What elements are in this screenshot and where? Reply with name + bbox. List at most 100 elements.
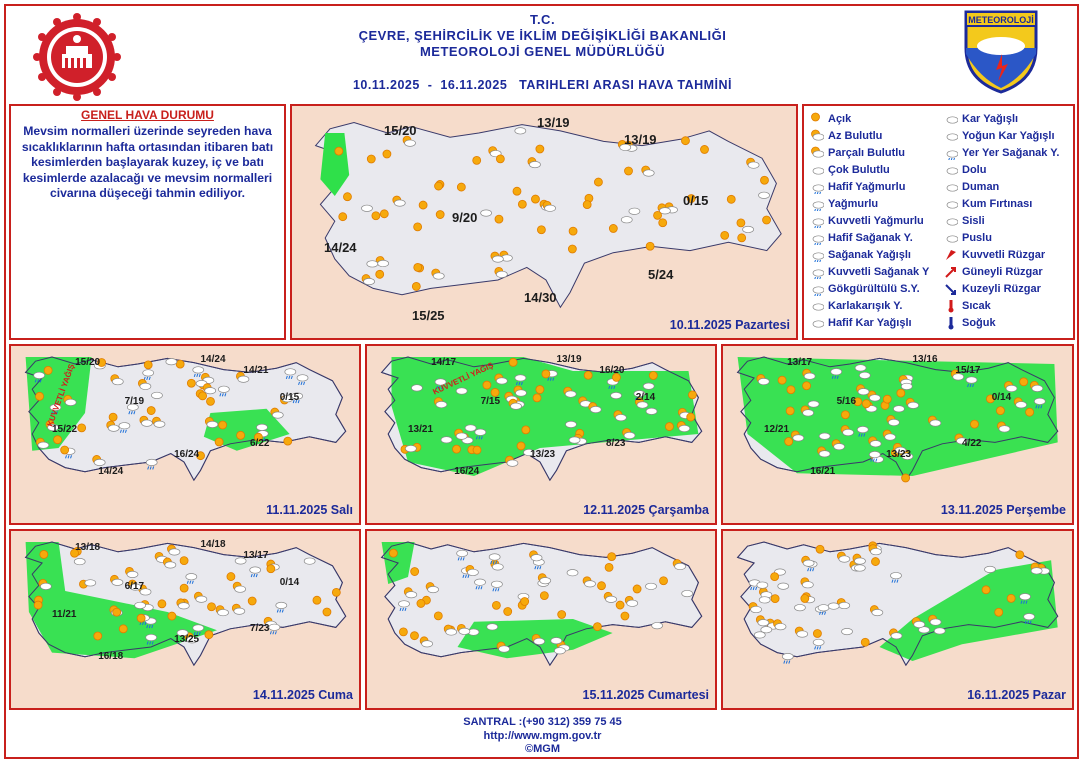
main-temp-5: 0/15: [683, 193, 709, 208]
weather-icon: [322, 607, 332, 617]
ministry-seal-logo: [33, 13, 121, 101]
sunny-icon: [811, 112, 820, 122]
legend-item: Yağmurlu: [810, 197, 878, 211]
weather-icon: [911, 617, 926, 629]
weather-icon: [566, 569, 579, 577]
weather-icon: [760, 626, 773, 634]
weather-icon: [568, 226, 578, 236]
day-temp: 16/24: [174, 449, 200, 461]
weather-icon: [214, 437, 224, 447]
weather-icon: [612, 373, 621, 382]
weather-icon: [830, 368, 843, 379]
legend-glyph: [812, 252, 824, 262]
rain-area: [25, 357, 92, 451]
weather-icon: [152, 416, 166, 428]
day-temp: 4/22: [962, 438, 982, 449]
turkey-map-day: KUVVETLİ YAĞIŞ: [380, 356, 703, 482]
weather-icon: [557, 610, 567, 619]
weather-icon: [398, 600, 410, 612]
weather-icon: [659, 576, 668, 586]
legend-box: Açık Az Bulutlu Parçalı Bulutlu Çok Bulutlu…: [802, 104, 1075, 340]
day-temp: 13/18: [75, 541, 101, 553]
legend-label: Çok Bulutlu: [828, 164, 890, 176]
day-temp: 2/14: [635, 391, 656, 403]
weather-icon: [343, 192, 352, 202]
shower-icon: [812, 252, 824, 262]
weather-icon: [167, 544, 181, 556]
weather-icon: [965, 376, 978, 388]
weather-icon: [950, 369, 965, 381]
legend-label: Hafif Yağmurlu: [828, 181, 906, 193]
turkey-border: [736, 541, 1059, 667]
legend-item: Hafif Sağanak Y.: [810, 231, 913, 245]
weather-icon: [893, 442, 907, 454]
weather-icon: [193, 591, 208, 603]
turkey-border: [24, 541, 347, 667]
legend-label: Sıcak: [962, 300, 991, 312]
day-map-box-3: 13/17 13/16 15/17 5/16 0/14 12/21 4/22 13/23 16/…: [721, 344, 1074, 525]
weather-icon: [1015, 550, 1025, 560]
weather-icon: [933, 627, 946, 635]
footer-url[interactable]: http://www.mgm.gov.tr: [483, 730, 602, 742]
weather-icon: [624, 166, 633, 176]
weather-icon: [620, 611, 630, 621]
weather-icon: [411, 384, 423, 392]
weather-icon: [138, 584, 152, 596]
weather-icon: [856, 426, 869, 437]
legend-item: Duman: [944, 180, 999, 194]
legend-label: Parçalı Bulutlu: [828, 147, 906, 159]
weather-icon: [334, 146, 344, 156]
day-temp: 13/25: [174, 634, 200, 646]
legend-label: Hafif Sağanak Y.: [828, 232, 913, 244]
smoke-icon: [946, 184, 958, 192]
legend-item: Kar Yağışlı: [944, 112, 1018, 126]
weather-icon: [465, 564, 479, 576]
weather-icon: [38, 578, 52, 590]
day-temp: 8/23: [606, 438, 626, 449]
weather-icon: [817, 446, 831, 458]
weather-icon: [434, 397, 448, 409]
snow-icon: [946, 116, 958, 124]
weather-icon: [537, 573, 552, 585]
weather-icon: [645, 407, 658, 415]
weather-icon: [867, 390, 881, 402]
weather-icon: [143, 360, 153, 370]
weather-icon: [672, 559, 686, 571]
weather-icon: [736, 218, 746, 228]
legend-label: Yağmurlu: [828, 198, 879, 210]
weather-icon: [488, 553, 501, 565]
weather-icon: [176, 629, 189, 637]
legend-item: Puslu: [944, 231, 992, 245]
weather-icon: [482, 380, 492, 390]
day-temp: 7/19: [124, 396, 145, 407]
legend-glyph: [812, 201, 824, 211]
weather-icon: [860, 637, 870, 647]
weather-icon: [527, 157, 541, 169]
weather-icon: [593, 622, 602, 632]
weather-icon: [737, 233, 747, 243]
day-temp: 14/24: [98, 466, 124, 477]
general-weather-text: Mevsim normalleri üzerinde seyreden hava…: [21, 124, 274, 200]
weather-icon: [392, 195, 406, 207]
weather-icon: [529, 550, 543, 562]
main-temp-6: 14/24: [324, 240, 357, 255]
weather-icon: [927, 415, 942, 427]
weather-icon: [185, 573, 198, 584]
weather-icon: [807, 400, 820, 408]
weather-icon: [890, 572, 902, 583]
weather-icon: [900, 382, 913, 390]
weather-icon: [204, 630, 214, 640]
few-clouds-icon: [811, 129, 824, 141]
weather-icon: [77, 423, 87, 433]
legend-glyph: [812, 167, 824, 175]
legend-glyph: [946, 150, 958, 160]
weather-icon: [868, 436, 882, 448]
weather-icon: [658, 218, 668, 228]
legend-glyph: [812, 184, 824, 194]
light-snow-icon: [812, 320, 824, 328]
weather-icon: [607, 552, 617, 561]
day-temp: 0/14: [991, 391, 1012, 403]
weather-icon: [33, 371, 46, 383]
weather-icon: [981, 585, 991, 595]
header-ministry: ÇEVRE, ŞEHİRCİLİK VE İKLİM DEĞİŞİKLİĞİ B…: [358, 28, 727, 43]
